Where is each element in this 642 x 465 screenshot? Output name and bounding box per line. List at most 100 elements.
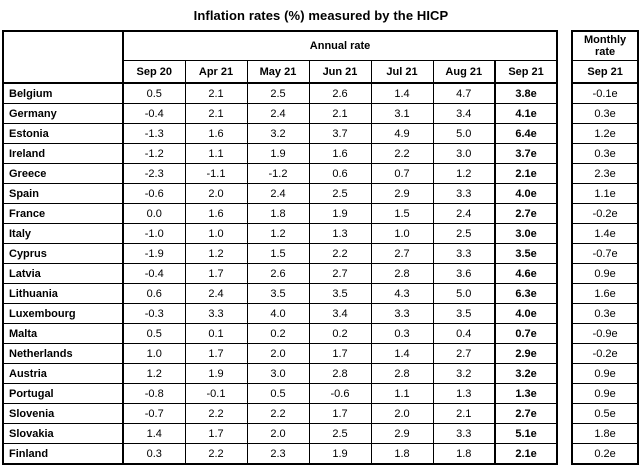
- country-label: Slovenia: [2, 403, 124, 424]
- monthly-value-cell: 1.4e: [571, 223, 639, 244]
- table-row: Germany -0.4 2.1 2.4 2.1 3.1 3.4 4.1e: [2, 103, 558, 124]
- country-label: Latvia: [2, 263, 124, 284]
- monthly-table-row: 1.1e: [571, 183, 639, 204]
- annual-value-cell: 1.2: [122, 363, 186, 384]
- annual-value-cell: -0.3: [122, 303, 186, 324]
- table-row: Portugal -0.8 -0.1 0.5 -0.6 1.1 1.3 1.3e: [2, 383, 558, 404]
- annual-value-cell: 3.2e: [493, 363, 558, 384]
- monthly-table-row: 2.3e: [571, 163, 639, 184]
- monthly-value-cell: 0.9e: [571, 363, 639, 384]
- annual-column-header: Sep 20: [122, 60, 186, 84]
- annual-value-cell: 0.2: [246, 323, 310, 344]
- annual-value-cell: 2.0: [246, 343, 310, 364]
- table-row: Slovenia -0.7 2.2 2.2 1.7 2.0 2.1 2.7e: [2, 403, 558, 424]
- annual-value-cell: 3.5e: [493, 243, 558, 264]
- annual-value-cell: 1.3: [432, 383, 496, 404]
- annual-value-cell: 2.4: [246, 103, 310, 124]
- monthly-value-cell: 2.3e: [571, 163, 639, 184]
- page-title: Inflation rates (%) measured by the HICP: [193, 8, 449, 23]
- monthly-table-row: -0.2e: [571, 203, 639, 224]
- annual-value-cell: 1.6: [308, 143, 372, 164]
- monthly-table-row: -0.7e: [571, 243, 639, 264]
- annual-value-cell: 2.9: [370, 423, 434, 444]
- monthly-column-header: Sep 21: [571, 60, 639, 84]
- country-label: Estonia: [2, 123, 124, 144]
- annual-value-cell: 1.9: [308, 203, 372, 224]
- annual-value-cell: 4.9: [370, 123, 434, 144]
- annual-value-cell: 1.3e: [493, 383, 558, 404]
- annual-value-cell: 3.2: [246, 123, 310, 144]
- annual-value-cell: -1.1: [184, 163, 248, 184]
- annual-value-cell: 3.0: [432, 143, 496, 164]
- annual-value-cell: 1.9: [308, 443, 372, 465]
- annual-value-cell: 3.3: [432, 423, 496, 444]
- annual-value-cell: 3.0e: [493, 223, 558, 244]
- annual-value-cell: 4.0e: [493, 303, 558, 324]
- annual-value-cell: -0.6: [122, 183, 186, 204]
- table-row: Lithuania 0.6 2.4 3.5 3.5 4.3 5.0 6.3e: [2, 283, 558, 304]
- annual-value-cell: 1.7: [308, 403, 372, 424]
- annual-value-cell: 1.1: [184, 143, 248, 164]
- monthly-value-cell: 1.6e: [571, 283, 639, 304]
- country-label: Italy: [2, 223, 124, 244]
- annual-value-cell: 2.6: [246, 263, 310, 284]
- annual-value-cell: 3.3: [370, 303, 434, 324]
- annual-value-cell: 2.8: [370, 363, 434, 384]
- monthly-value-cell: 1.1e: [571, 183, 639, 204]
- monthly-table-row: -0.9e: [571, 323, 639, 344]
- annual-value-cell: 1.6: [184, 203, 248, 224]
- annual-value-cell: 1.2: [184, 243, 248, 264]
- annual-value-cell: 1.9: [184, 363, 248, 384]
- annual-value-cell: 1.0: [370, 223, 434, 244]
- annual-value-cell: 4.6e: [493, 263, 558, 284]
- annual-value-cell: 6.3e: [493, 283, 558, 304]
- annual-value-cell: 2.0: [370, 403, 434, 424]
- annual-value-cell: 3.3: [184, 303, 248, 324]
- table-row: Luxembourg -0.3 3.3 4.0 3.4 3.3 3.5 4.0e: [2, 303, 558, 324]
- annual-value-cell: 1.1: [370, 383, 434, 404]
- country-label: Lithuania: [2, 283, 124, 304]
- monthly-subheader-row: Sep 21: [571, 60, 639, 84]
- annual-value-cell: 1.2: [432, 163, 496, 184]
- annual-value-cell: 4.1e: [493, 103, 558, 124]
- country-label: Ireland: [2, 143, 124, 164]
- annual-value-cell: -0.4: [122, 103, 186, 124]
- monthly-value-cell: -0.2e: [571, 203, 639, 224]
- annual-value-cell: 2.8: [308, 363, 372, 384]
- annual-value-cell: 2.1e: [493, 443, 558, 465]
- annual-value-cell: 2.7: [432, 343, 496, 364]
- country-label: Netherlands: [2, 343, 124, 364]
- annual-value-cell: -1.2: [246, 163, 310, 184]
- annual-value-cell: 3.5: [308, 283, 372, 304]
- monthly-value-cell: -0.7e: [571, 243, 639, 264]
- annual-value-cell: 2.9: [370, 183, 434, 204]
- annual-value-cell: 0.7: [370, 163, 434, 184]
- annual-value-cell: 0.7e: [493, 323, 558, 344]
- table-row: Italy -1.0 1.0 1.2 1.3 1.0 2.5 3.0e: [2, 223, 558, 244]
- country-label: France: [2, 203, 124, 224]
- table-row: Finland 0.3 2.2 2.3 1.9 1.8 1.8 2.1e: [2, 443, 558, 465]
- annual-value-cell: 2.0: [184, 183, 248, 204]
- annual-column-header: Apr 21: [184, 60, 248, 84]
- annual-value-cell: 3.4: [308, 303, 372, 324]
- monthly-table-row: 1.6e: [571, 283, 639, 304]
- monthly-value-cell: 0.3e: [571, 103, 639, 124]
- annual-value-cell: 2.7: [308, 263, 372, 284]
- annual-value-cell: 1.4: [370, 82, 434, 104]
- annual-value-cell: 0.3: [122, 443, 186, 465]
- annual-value-cell: -2.3: [122, 163, 186, 184]
- country-label: Germany: [2, 103, 124, 124]
- annual-value-cell: 1.6: [184, 123, 248, 144]
- monthly-table-row: 0.9e: [571, 383, 639, 404]
- annual-value-cell: 3.5: [246, 283, 310, 304]
- table-row: Ireland -1.2 1.1 1.9 1.6 2.2 3.0 3.7e: [2, 143, 558, 164]
- monthly-table-row: 0.3e: [571, 103, 639, 124]
- annual-value-cell: -0.6: [308, 383, 372, 404]
- monthly-value-cell: 0.9e: [571, 263, 639, 284]
- annual-value-cell: 3.3: [432, 243, 496, 264]
- corner-cell: [2, 30, 124, 84]
- annual-value-cell: -0.7: [122, 403, 186, 424]
- annual-value-cell: 4.7: [432, 82, 496, 104]
- annual-value-cell: 2.3: [246, 443, 310, 465]
- annual-value-cell: 3.6: [432, 263, 496, 284]
